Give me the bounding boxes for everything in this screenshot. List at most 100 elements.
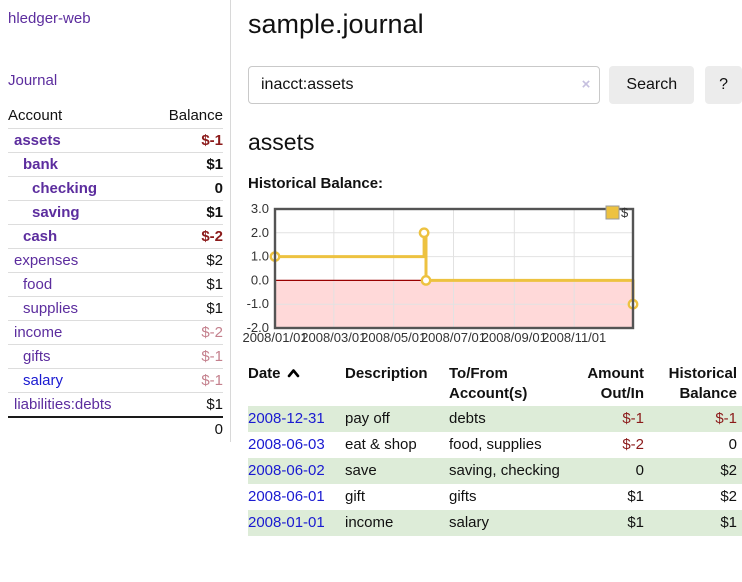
account-link[interactable]: bank bbox=[23, 156, 59, 173]
register-cell-amount: $1 bbox=[627, 514, 644, 531]
date-link[interactable]: 2008-01-01 bbox=[248, 514, 325, 531]
account-balance: $1 bbox=[206, 204, 223, 221]
account-balance: $1 bbox=[206, 396, 223, 413]
sidebar: hledger-web Journal Account Balance asse… bbox=[0, 0, 231, 442]
account-row: bank $1 bbox=[8, 152, 223, 176]
register-cell-amount: $-2 bbox=[622, 436, 644, 453]
register-header-row: Date Description To/From Account(s) Amou… bbox=[248, 362, 742, 406]
account-link[interactable]: salary bbox=[23, 372, 64, 389]
legend-label: $ bbox=[621, 205, 629, 220]
account-link[interactable]: food bbox=[23, 276, 53, 293]
chart-label: Historical Balance: bbox=[248, 175, 384, 192]
register-cell-amount: 0 bbox=[635, 462, 644, 479]
register-cell-amount: $-1 bbox=[622, 410, 644, 427]
register-cell-accounts: debts bbox=[449, 410, 486, 427]
account-column-header: Account bbox=[8, 107, 63, 124]
account-link[interactable]: income bbox=[14, 324, 63, 341]
register-cell-description: gift bbox=[345, 488, 366, 505]
accounts-table-header: Account Balance bbox=[8, 104, 223, 128]
register-cell-description: eat & shop bbox=[345, 436, 417, 453]
register-cell-accounts: salary bbox=[449, 514, 490, 531]
account-row: supplies $1 bbox=[8, 296, 223, 320]
x-tick-label: 2008/01/01 bbox=[242, 330, 307, 345]
register-cell-balance: $2 bbox=[720, 462, 737, 479]
account-balance: $-2 bbox=[201, 228, 223, 245]
table-row: 2008-12-31 pay off debts $-1 $-1 bbox=[248, 406, 742, 432]
register-cell-accounts: gifts bbox=[449, 488, 477, 505]
balance-chart: $3.0 2.0 1.0 0.0 -1.0 -2.02008/01/012008/03/0… bbox=[242, 201, 639, 345]
account-link[interactable]: supplies bbox=[23, 300, 79, 317]
y-tick-label: 2.0 bbox=[251, 225, 269, 240]
account-row: liabilities:debts $1 bbox=[8, 392, 223, 416]
register-cell-date: 2008-01-01 bbox=[248, 510, 345, 536]
account-row: cash $-2 bbox=[8, 224, 223, 248]
account-link[interactable]: saving bbox=[32, 204, 80, 221]
register-cell-description: income bbox=[345, 514, 394, 531]
search-form: × Search ? bbox=[248, 66, 742, 104]
accounts-table: Account Balance assets $-1 bank $1 checking 0… bbox=[8, 104, 223, 441]
x-tick-label: 2008/07/01 bbox=[421, 330, 486, 345]
account-link[interactable]: expenses bbox=[14, 252, 79, 269]
x-tick-label: 2008/05/01 bbox=[361, 330, 426, 345]
clear-search-icon[interactable]: × bbox=[581, 76, 591, 93]
date-link[interactable]: 2008-12-31 bbox=[248, 410, 325, 427]
main-content: sample.journal × Search ? assets Histori… bbox=[242, 0, 742, 536]
register-header-date[interactable]: Date bbox=[248, 362, 345, 406]
register-cell-balance: 0 bbox=[728, 436, 737, 453]
account-link[interactable]: gifts bbox=[23, 348, 51, 365]
account-link[interactable]: cash bbox=[23, 228, 58, 245]
y-tick-label: 3.0 bbox=[251, 201, 269, 216]
x-tick-label: 2008/11/01 bbox=[542, 330, 606, 345]
accounts-total-row: 0 bbox=[8, 416, 223, 441]
accounts-total-value: 0 bbox=[214, 421, 223, 438]
date-link[interactable]: 2008-06-01 bbox=[248, 488, 325, 505]
account-row: food $1 bbox=[8, 272, 223, 296]
register-header-date-label: Date bbox=[248, 365, 281, 382]
search-input[interactable] bbox=[248, 66, 601, 104]
date-link[interactable]: 2008-06-02 bbox=[248, 462, 325, 479]
register-table: Date Description To/From Account(s) Amou… bbox=[248, 362, 742, 536]
account-balance: $-1 bbox=[201, 372, 223, 389]
register-cell-balance: $1 bbox=[720, 514, 737, 531]
account-link[interactable]: liabilities:debts bbox=[14, 396, 112, 413]
brand-link[interactable]: hledger-web bbox=[8, 10, 91, 27]
search-box: × bbox=[248, 66, 601, 104]
search-button[interactable]: Search bbox=[609, 66, 695, 104]
account-row: saving $1 bbox=[8, 200, 223, 224]
account-link[interactable]: checking bbox=[32, 180, 98, 197]
register-cell-date: 2008-06-02 bbox=[248, 458, 345, 484]
y-tick-label: -2.0 bbox=[247, 320, 269, 335]
plot-border bbox=[273, 207, 635, 330]
register-cell-description: save bbox=[345, 462, 377, 479]
register-header-description: Description bbox=[345, 365, 428, 382]
legend-swatch bbox=[605, 205, 620, 220]
y-tick-label: 1.0 bbox=[251, 249, 269, 264]
register-cell-date: 2008-06-03 bbox=[248, 432, 345, 458]
account-balance: $-2 bbox=[201, 324, 223, 341]
y-tick-label: 0.0 bbox=[251, 272, 269, 287]
account-row: assets $-1 bbox=[8, 128, 223, 152]
data-point bbox=[420, 275, 432, 286]
table-row: 2008-06-01 gift gifts $1 $2 bbox=[248, 484, 742, 510]
y-tick-label: -1.0 bbox=[247, 296, 269, 311]
account-balance: $1 bbox=[206, 156, 223, 173]
register-header-accounts: To/From Account(s) bbox=[449, 365, 528, 402]
account-balance: 0 bbox=[214, 180, 223, 197]
register-cell-accounts: saving, checking bbox=[449, 462, 560, 479]
register-cell-balance: $2 bbox=[720, 488, 737, 505]
date-link[interactable]: 2008-06-03 bbox=[248, 436, 325, 453]
sort-ascending-icon bbox=[287, 369, 299, 378]
account-tree: assets $-1 bank $1 checking 0 saving $1 cash $-2 e… bbox=[8, 128, 223, 416]
help-button[interactable]: ? bbox=[705, 66, 742, 104]
x-tick-label: 2008/03/01 bbox=[301, 330, 366, 345]
account-link[interactable]: assets bbox=[14, 132, 61, 149]
sidebar-item-journal[interactable]: Journal bbox=[8, 72, 58, 89]
table-row: 2008-06-03 eat & shop food, supplies $-2 0 bbox=[248, 432, 742, 458]
table-row: 2008-01-01 income salary $1 $1 bbox=[248, 510, 742, 536]
data-point bbox=[418, 227, 430, 239]
balance-column-header: Balance bbox=[168, 107, 223, 124]
account-row: checking 0 bbox=[8, 176, 223, 200]
register-cell-accounts: food, supplies bbox=[449, 436, 542, 453]
account-row: gifts $-1 bbox=[8, 344, 223, 368]
register-cell-date: 2008-06-01 bbox=[248, 484, 345, 510]
